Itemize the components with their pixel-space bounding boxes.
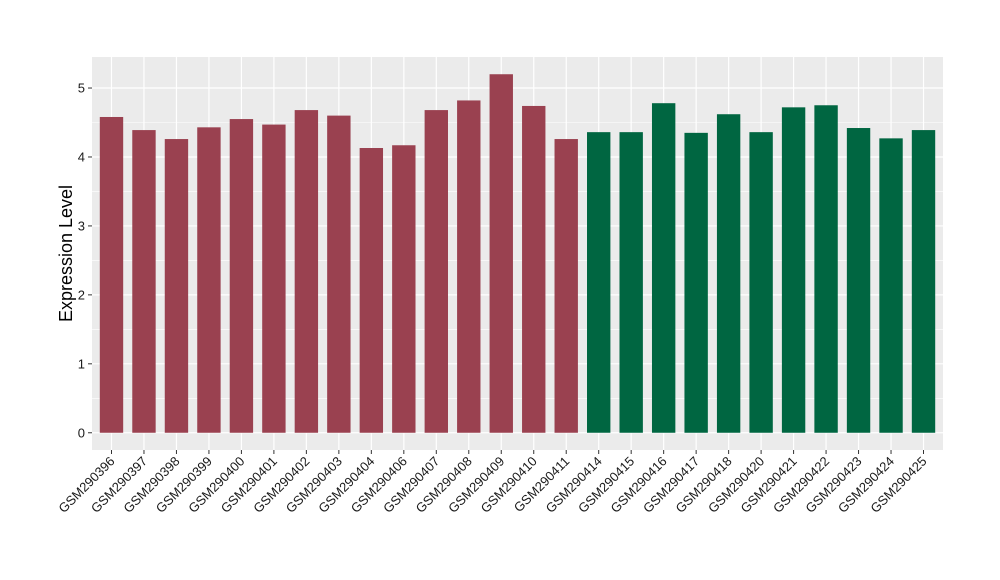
bars xyxy=(99,74,936,433)
y-tick-label: 5 xyxy=(78,81,85,96)
bar-GSM290414 xyxy=(587,132,611,433)
bar-GSM290415 xyxy=(619,132,643,433)
bar-GSM290403 xyxy=(327,115,351,433)
bar-GSM290397 xyxy=(132,130,156,433)
bar-GSM290399 xyxy=(197,127,221,433)
bar-GSM290402 xyxy=(294,110,319,433)
y-axis-title: Expression Level xyxy=(56,185,76,322)
bar-GSM290417 xyxy=(684,132,708,433)
bar-GSM290409 xyxy=(489,74,513,433)
bar-GSM290404 xyxy=(359,148,384,433)
y-tick-label: 0 xyxy=(78,425,85,440)
bar-GSM290411 xyxy=(554,139,578,433)
bar-GSM290422 xyxy=(814,105,838,433)
bar-GSM290416 xyxy=(651,103,676,433)
bar-GSM290420 xyxy=(749,132,773,433)
y-tick-label: 2 xyxy=(78,287,85,302)
bar-GSM290401 xyxy=(262,124,286,433)
bar-GSM290407 xyxy=(424,110,448,433)
bar-GSM290398 xyxy=(164,139,189,433)
bar-GSM290421 xyxy=(781,107,806,433)
y-axis: 0 1 2 3 4 5 xyxy=(78,81,92,440)
bar-GSM290406 xyxy=(392,145,416,433)
x-axis: GSM290396GSM290397GSM290398GSM290399GSM2… xyxy=(55,450,930,516)
bar-GSM290400 xyxy=(229,119,254,433)
y-tick-label: 3 xyxy=(78,218,85,233)
bar-GSM290410 xyxy=(522,105,546,433)
bar-GSM290418 xyxy=(716,114,741,433)
bar-GSM290423 xyxy=(846,128,871,433)
y-tick-label: 1 xyxy=(78,356,85,371)
bar-GSM290408 xyxy=(457,100,481,433)
y-tick-label: 4 xyxy=(78,149,85,164)
bar-GSM290425 xyxy=(911,130,936,433)
bar-GSM290424 xyxy=(879,138,903,433)
bar-GSM290396 xyxy=(99,116,124,433)
